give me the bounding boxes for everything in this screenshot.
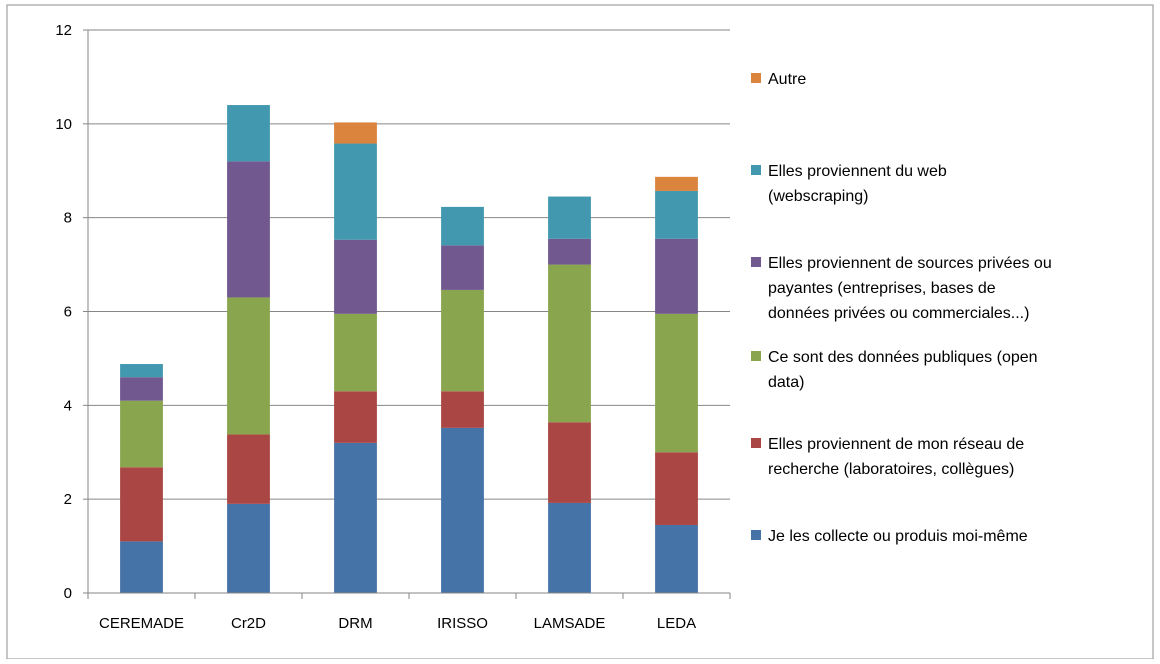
bar-segment: [120, 400, 163, 468]
legend-swatch: [751, 165, 761, 175]
y-tick-label: 0: [64, 585, 72, 602]
x-tick-label: DRM: [338, 615, 372, 632]
bar-segment: [441, 427, 484, 593]
legend-swatch: [751, 257, 761, 267]
bar-segment: [120, 377, 163, 401]
x-tick-label: Cr2D: [231, 615, 266, 632]
bar-segment: [441, 206, 484, 246]
bar-segment: [655, 452, 698, 525]
x-tick-label: LEDA: [657, 615, 696, 632]
gridlines: [88, 29, 730, 500]
bar-segment: [334, 442, 377, 593]
bar-segment: [655, 313, 698, 453]
y-tick-label: 10: [55, 116, 72, 133]
x-tick-label: IRISSO: [437, 615, 488, 632]
legend-item: Ce sont des données publiques (open data): [751, 349, 1038, 391]
legend-swatch: [751, 351, 761, 361]
y-tick-label: 6: [64, 304, 72, 321]
bar-segment: [655, 190, 698, 239]
bar-segment: [441, 391, 484, 428]
y-tick-label: 2: [64, 491, 72, 508]
legend: Autre Elles proviennent du web (webscrapin…: [751, 71, 1052, 545]
bar-segment: [441, 289, 484, 392]
bar-segment: [655, 524, 698, 593]
axes: 0 2 4 6 8 10 12 CEREMADE Cr2D DRM IRISSO LAMSADE LED…: [55, 22, 731, 632]
bar-segment: [334, 391, 377, 443]
bar-segment: [227, 297, 270, 435]
bar-segment: [548, 196, 591, 239]
legend-item: Elles proviennent du web (webscraping): [751, 163, 947, 205]
bar-segment: [548, 238, 591, 265]
legend-label: Elles proviennent du web (webscraping): [768, 163, 947, 205]
y-tick-label: 4: [64, 397, 72, 414]
legend-label: Je les collecte ou produis moi-même: [768, 528, 1028, 545]
legend-swatch: [751, 438, 761, 448]
bar-segment: [227, 434, 270, 504]
bar-segment: [334, 239, 377, 314]
legend-item: Autre: [751, 71, 806, 88]
legend-item: Elles proviennent de mon réseau de recher…: [751, 436, 1024, 478]
bar-segment: [227, 105, 270, 162]
bar-segment: [655, 238, 698, 314]
bar-segment: [227, 503, 270, 593]
bar-segment: [548, 264, 591, 423]
bar-segment: [120, 541, 163, 593]
y-tick-label: 12: [55, 22, 72, 39]
bar-segment: [227, 161, 270, 298]
bar-segment: [334, 143, 377, 240]
legend-label: Elles proviennent de mon réseau de recher…: [768, 436, 1024, 478]
legend-swatch: [751, 530, 761, 540]
legend-label: Elles proviennent de sources privées ou p…: [768, 255, 1052, 322]
bar-segment: [334, 313, 377, 392]
x-tick-label: LAMSADE: [534, 615, 606, 632]
legend-label: Autre: [768, 71, 806, 88]
legend-label: Ce sont des données publiques (open data): [768, 349, 1038, 391]
bar-segment: [548, 422, 591, 503]
x-tick-label: CEREMADE: [99, 615, 184, 632]
bar-segment: [655, 176, 698, 191]
bar-segment: [441, 245, 484, 290]
bar-segment: [120, 364, 163, 378]
legend-swatch: [751, 73, 761, 83]
bar-segment: [334, 122, 377, 144]
legend-item: Je les collecte ou produis moi-même: [751, 528, 1028, 545]
legend-item: Elles proviennent de sources privées ou p…: [751, 255, 1052, 322]
y-tick-label: 8: [64, 210, 72, 227]
bars: [120, 105, 698, 593]
bar-segment: [120, 467, 163, 542]
bar-segment: [548, 502, 591, 593]
